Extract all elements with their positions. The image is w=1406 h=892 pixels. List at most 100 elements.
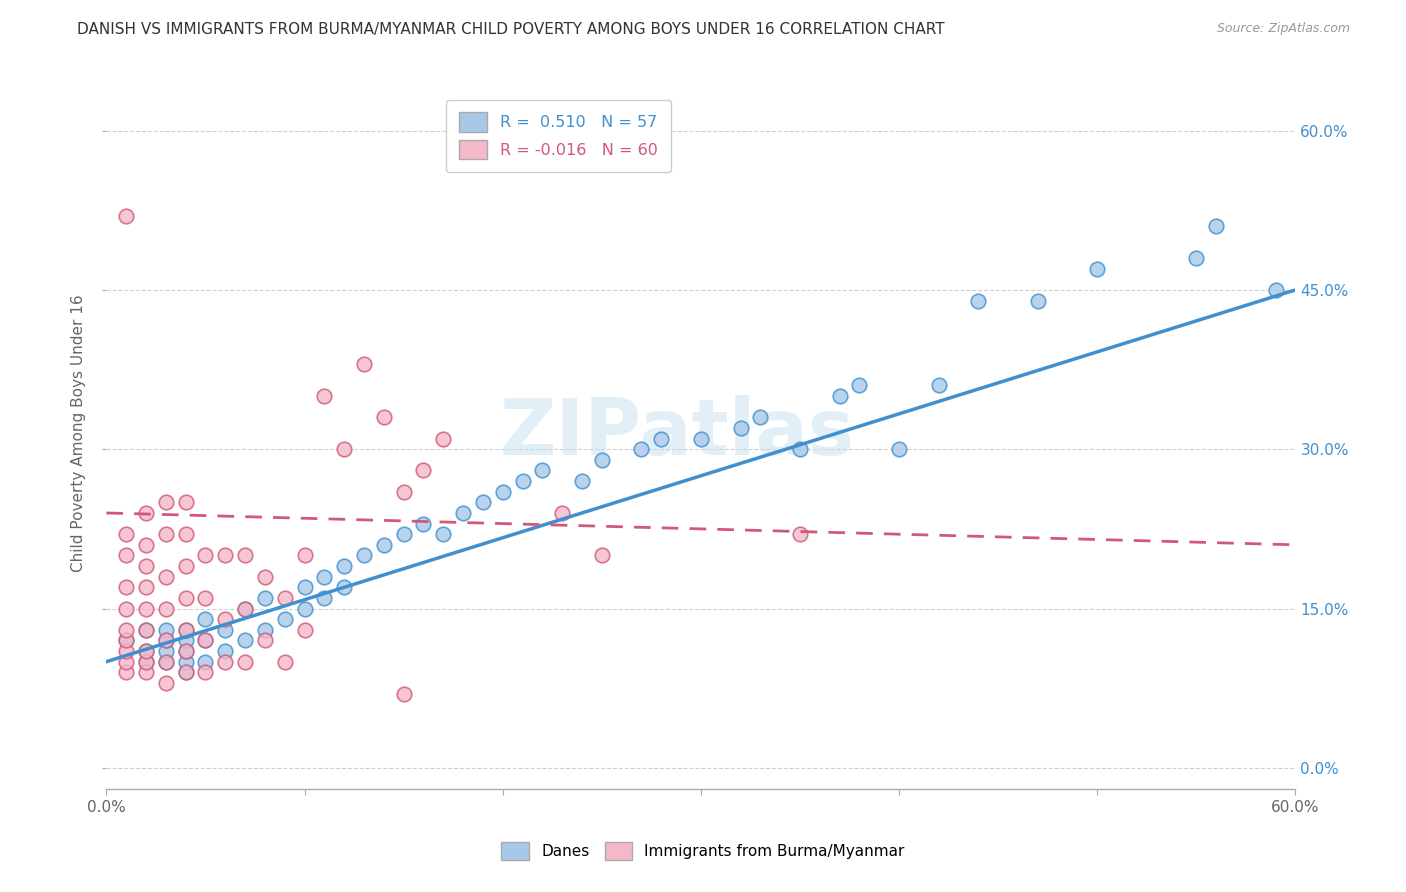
Point	[512, 474, 534, 488]
Point	[294, 623, 316, 637]
Point	[194, 549, 217, 563]
Point	[314, 389, 336, 403]
Point	[155, 633, 177, 648]
Point	[551, 506, 574, 520]
Point	[314, 591, 336, 605]
Point	[253, 591, 276, 605]
Point	[194, 612, 217, 626]
Point	[174, 655, 197, 669]
Point	[155, 570, 177, 584]
Point	[194, 633, 217, 648]
Point	[174, 559, 197, 574]
Point	[294, 601, 316, 615]
Point	[571, 474, 593, 488]
Point	[174, 665, 197, 680]
Point	[1185, 251, 1208, 265]
Point	[690, 432, 713, 446]
Point	[135, 623, 157, 637]
Text: ZIPatlas: ZIPatlas	[499, 395, 855, 471]
Point	[887, 442, 910, 457]
Point	[333, 442, 356, 457]
Point	[155, 644, 177, 658]
Point	[194, 665, 217, 680]
Point	[789, 527, 811, 541]
Point	[392, 527, 415, 541]
Point	[650, 432, 672, 446]
Point	[294, 580, 316, 594]
Point	[749, 410, 772, 425]
Point	[155, 633, 177, 648]
Point	[115, 549, 138, 563]
Point	[115, 633, 138, 648]
Point	[253, 623, 276, 637]
Point	[115, 633, 138, 648]
Point	[174, 495, 197, 509]
Point	[253, 633, 276, 648]
Point	[353, 549, 375, 563]
Point	[155, 655, 177, 669]
Point	[1205, 219, 1227, 234]
Point	[135, 665, 157, 680]
Legend: R =  0.510   N = 57, R = -0.016   N = 60: R = 0.510 N = 57, R = -0.016 N = 60	[446, 100, 671, 172]
Point	[135, 655, 157, 669]
Point	[115, 655, 138, 669]
Point	[848, 378, 870, 392]
Point	[115, 527, 138, 541]
Point	[233, 633, 256, 648]
Point	[274, 591, 297, 605]
Point	[432, 432, 454, 446]
Point	[135, 506, 157, 520]
Point	[967, 293, 990, 308]
Point	[274, 655, 297, 669]
Point	[194, 655, 217, 669]
Point	[233, 549, 256, 563]
Point	[373, 538, 395, 552]
Point	[591, 453, 613, 467]
Point	[1026, 293, 1049, 308]
Point	[253, 570, 276, 584]
Point	[789, 442, 811, 457]
Point	[135, 538, 157, 552]
Point	[174, 633, 197, 648]
Point	[174, 623, 197, 637]
Point	[373, 410, 395, 425]
Point	[471, 495, 494, 509]
Point	[214, 549, 236, 563]
Point	[1085, 261, 1108, 276]
Legend: Danes, Immigrants from Burma/Myanmar: Danes, Immigrants from Burma/Myanmar	[491, 831, 915, 871]
Point	[392, 484, 415, 499]
Point	[214, 623, 236, 637]
Point	[333, 559, 356, 574]
Point	[135, 559, 157, 574]
Point	[115, 623, 138, 637]
Point	[353, 357, 375, 371]
Point	[115, 209, 138, 223]
Point	[135, 580, 157, 594]
Point	[115, 580, 138, 594]
Point	[174, 527, 197, 541]
Point	[214, 655, 236, 669]
Point	[451, 506, 474, 520]
Point	[828, 389, 851, 403]
Point	[333, 580, 356, 594]
Point	[392, 687, 415, 701]
Point	[412, 516, 434, 531]
Point	[233, 655, 256, 669]
Point	[432, 527, 454, 541]
Point	[115, 601, 138, 615]
Point	[233, 601, 256, 615]
Point	[294, 549, 316, 563]
Point	[135, 644, 157, 658]
Point	[115, 644, 138, 658]
Point	[155, 601, 177, 615]
Point	[174, 591, 197, 605]
Point	[194, 633, 217, 648]
Point	[630, 442, 652, 457]
Point	[274, 612, 297, 626]
Point	[155, 676, 177, 690]
Point	[135, 623, 157, 637]
Point	[135, 655, 157, 669]
Point	[730, 421, 752, 435]
Point	[233, 601, 256, 615]
Point	[174, 665, 197, 680]
